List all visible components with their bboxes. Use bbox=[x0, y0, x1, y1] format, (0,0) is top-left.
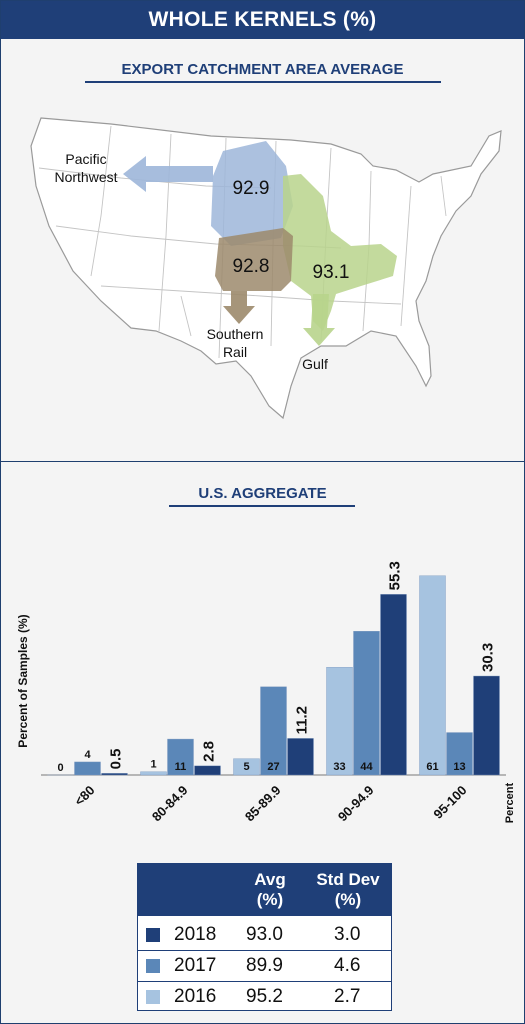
swatch-2016 bbox=[146, 990, 160, 1004]
std-header-line2: (%) bbox=[334, 890, 362, 909]
section-divider bbox=[1, 461, 524, 462]
std-header-line1: Std Dev bbox=[316, 870, 380, 889]
region-value: 93.1 bbox=[313, 262, 350, 283]
region-name: Southern bbox=[207, 326, 264, 342]
legend-header: Avg (%) Std Dev (%) bbox=[138, 864, 391, 916]
y-axis-label: Percent of Samples (%) bbox=[16, 614, 30, 747]
data-label: 61 bbox=[426, 761, 438, 773]
category-label: <80 bbox=[71, 783, 97, 809]
legend-year: 2016 bbox=[174, 986, 217, 1007]
data-label: 11.2 bbox=[294, 706, 311, 734]
legend-separator bbox=[138, 981, 391, 982]
swatch-2017 bbox=[146, 959, 160, 973]
region-value: 92.9 bbox=[233, 178, 270, 199]
bar-2018 bbox=[473, 675, 500, 776]
bar-2018 bbox=[194, 765, 221, 776]
data-label: 5 bbox=[243, 761, 249, 773]
southern-rail-arrow bbox=[223, 291, 255, 324]
data-label: 0 bbox=[57, 762, 63, 774]
data-label: 30.3 bbox=[480, 643, 497, 672]
us-map: 92.9 Pacific Northwest 92.8 Southern Rail 93.1… bbox=[30, 117, 502, 420]
bar-2016 bbox=[326, 666, 353, 776]
legend-std: 2.7 bbox=[334, 986, 361, 1007]
legend-row-2018: 2018 93.0 3.0 bbox=[138, 919, 391, 950]
bar-2018 bbox=[287, 738, 314, 776]
legend-row-2016: 2016 95.2 2.7 bbox=[138, 981, 391, 1012]
swatch-2018 bbox=[146, 928, 160, 942]
bar-2017 bbox=[167, 738, 194, 776]
data-label: 4 bbox=[84, 749, 91, 761]
category-label: 90-94.9 bbox=[335, 783, 377, 825]
legend-separator bbox=[138, 950, 391, 951]
legend-std: 4.6 bbox=[334, 955, 361, 976]
bar-2017 bbox=[446, 732, 473, 776]
legend-table: Avg (%) Std Dev (%) 2018 93.0 3.0 2017 8… bbox=[137, 863, 392, 1011]
chart-section-title: U.S. AGGREGATE bbox=[198, 485, 327, 502]
gulf-arrow bbox=[303, 294, 335, 346]
data-label: 33 bbox=[333, 761, 345, 773]
bar-2018 bbox=[380, 594, 407, 776]
southern-rail-region bbox=[215, 228, 293, 291]
region-name: Rail bbox=[223, 344, 247, 360]
region-name: Gulf bbox=[302, 356, 328, 372]
legend-std: 3.0 bbox=[334, 924, 361, 945]
data-label: 13 bbox=[453, 761, 465, 773]
avg-header: Avg (%) bbox=[238, 870, 302, 910]
data-label: 0.5 bbox=[108, 749, 125, 770]
region-name: Pacific bbox=[65, 151, 106, 167]
legend-year: 2017 bbox=[174, 955, 217, 976]
data-label: 27 bbox=[267, 761, 279, 773]
legend-avg: 93.0 bbox=[246, 924, 283, 945]
chart-title-underline bbox=[169, 505, 355, 507]
state-lines bbox=[38, 125, 447, 359]
bar-2017 bbox=[353, 631, 380, 776]
map-title-underline bbox=[85, 81, 441, 83]
legend-year: 2018 bbox=[174, 924, 217, 945]
pacific-northwest-region bbox=[211, 141, 293, 246]
data-label: 2.8 bbox=[201, 741, 218, 762]
bar-2017 bbox=[260, 686, 287, 776]
legend-avg: 95.2 bbox=[246, 986, 283, 1007]
legend-avg: 89.9 bbox=[246, 955, 283, 976]
page-title: WHOLE KERNELS (%) bbox=[1, 1, 524, 39]
x-axis-label: Percent bbox=[504, 782, 516, 823]
category-label: 80-84.9 bbox=[149, 783, 191, 825]
data-label: 11 bbox=[175, 761, 187, 773]
data-label: 44 bbox=[360, 761, 373, 773]
category-label: 85-89.9 bbox=[242, 783, 284, 825]
legend-row-2017: 2017 89.9 4.6 bbox=[138, 950, 391, 981]
data-label: 1 bbox=[150, 759, 156, 771]
avg-header-line2: (%) bbox=[256, 890, 284, 909]
bar-2016 bbox=[233, 758, 260, 776]
gulf-region bbox=[283, 174, 397, 331]
bar-2016 bbox=[419, 575, 446, 776]
std-header: Std Dev (%) bbox=[306, 870, 390, 910]
map-section-title: EXPORT CATCHMENT AREA AVERAGE bbox=[121, 61, 404, 78]
data-label: 55.3 bbox=[387, 561, 404, 590]
region-value: 92.8 bbox=[233, 256, 270, 277]
avg-header-line1: Avg bbox=[254, 870, 286, 889]
region-name: Northwest bbox=[54, 169, 117, 185]
category-label: 95-100 bbox=[430, 783, 469, 822]
pacific-northwest-arrow bbox=[123, 156, 213, 192]
bar-2017 bbox=[74, 761, 101, 776]
bar-2016 bbox=[140, 771, 167, 776]
bar-2018 bbox=[101, 773, 128, 776]
